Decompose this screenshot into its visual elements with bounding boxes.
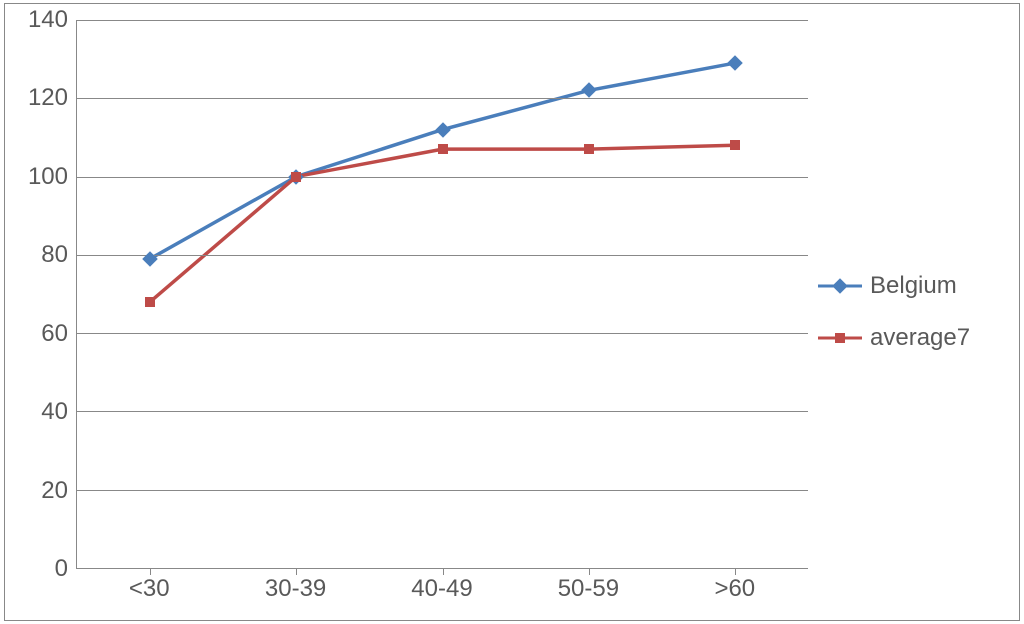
- y-tick-label: 40: [41, 398, 68, 426]
- data-marker: [438, 144, 448, 154]
- series-line: [150, 145, 735, 302]
- x-axis: <30 30-39 40-49 50-59 >60: [76, 569, 808, 609]
- y-tick-label: 120: [28, 84, 68, 112]
- legend: Belgium average7: [818, 5, 1018, 619]
- plot-svg: [77, 20, 808, 568]
- data-marker: [584, 144, 594, 154]
- grid-line: [77, 177, 808, 178]
- y-axis: 020406080100120140: [16, 20, 76, 569]
- legend-item: average7: [818, 324, 998, 352]
- series-line: [150, 63, 735, 259]
- data-marker: [730, 140, 740, 150]
- grid-line: [77, 255, 808, 256]
- legend-item: Belgium: [818, 272, 998, 300]
- grid-line: [77, 20, 808, 21]
- grid-line: [77, 333, 808, 334]
- chart-main: 0 20 40 60 80 100 120 140 <30 30-39 40-49 50-59 >60: [6, 5, 818, 619]
- data-marker: [145, 297, 155, 307]
- grid-line: [77, 490, 808, 491]
- x-tick-label: 40-49: [411, 575, 472, 603]
- chart-container: 0 20 40 60 80 100 120 140 <30 30-39 40-49 50-59 >60…: [0, 0, 1024, 624]
- x-tick-label: 30-39: [265, 575, 326, 603]
- legend-label: average7: [870, 324, 970, 352]
- legend-marker: [818, 328, 862, 348]
- y-tick-label: 0: [55, 555, 68, 583]
- x-tick-label: 50-59: [558, 575, 619, 603]
- y-tick-label: 140: [28, 6, 68, 34]
- legend-marker: [818, 276, 862, 296]
- y-tick-label: 80: [41, 241, 68, 269]
- grid-line: [77, 411, 808, 412]
- grid-line: [77, 98, 808, 99]
- y-tick-label: 20: [41, 477, 68, 505]
- data-marker: [291, 172, 301, 182]
- plot-area: [76, 20, 808, 569]
- y-tick-label: 100: [28, 163, 68, 191]
- legend-label: Belgium: [870, 272, 957, 300]
- y-tick-label: 60: [41, 320, 68, 348]
- x-tick-label: >60: [714, 575, 755, 603]
- x-tick-label: <30: [129, 575, 170, 603]
